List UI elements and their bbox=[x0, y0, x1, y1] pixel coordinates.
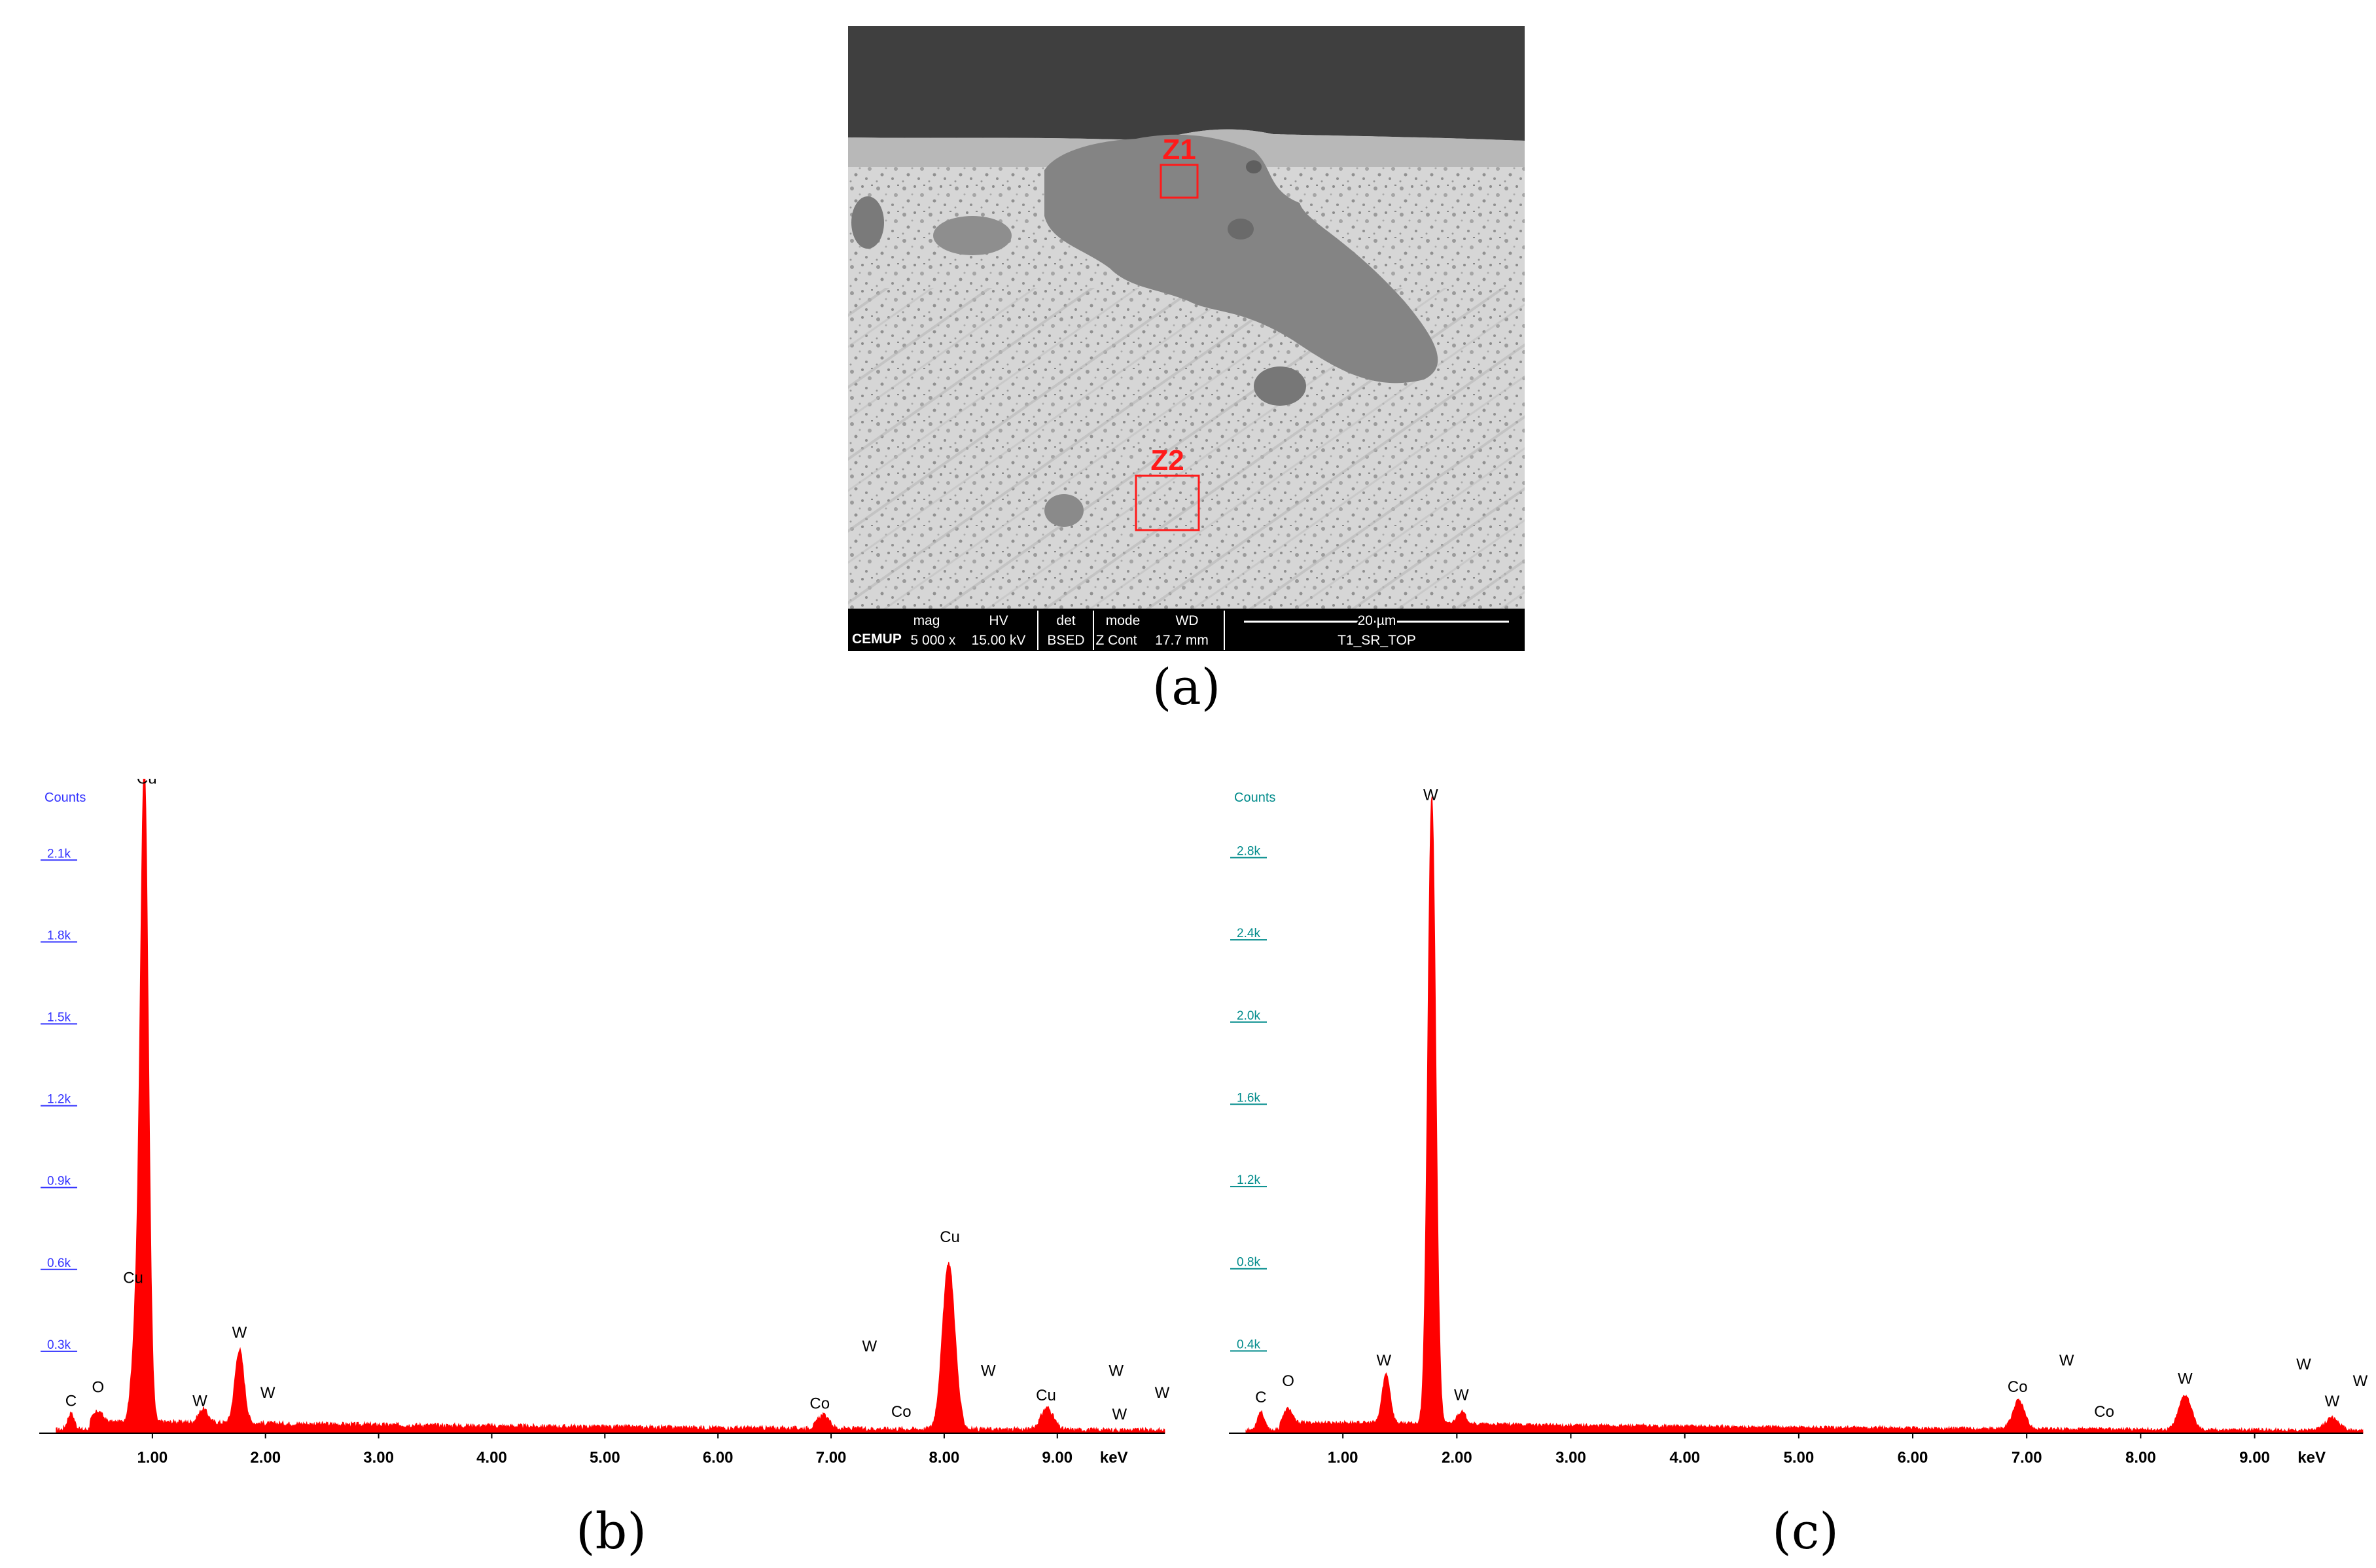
x-tick-label: 5.00 bbox=[590, 1449, 620, 1467]
peak-label: Co bbox=[2094, 1403, 2114, 1421]
x-tick-label: 1.00 bbox=[137, 1449, 168, 1467]
caption-b: (b) bbox=[576, 1502, 647, 1560]
zone-z1-label: Z1 bbox=[1162, 134, 1196, 166]
databar-header-wd: WD bbox=[1176, 613, 1199, 628]
peak-label: W bbox=[1454, 1387, 1469, 1404]
eds-spectrum-b: Counts 0.3k 0.6k 0.9k 1.2k 1.5k 1.8k 2.1k 1.00 2.… bbox=[39, 779, 1170, 1467]
x-tick-label: 4.00 bbox=[1669, 1449, 1700, 1467]
databar-value-mode: Z Cont bbox=[1095, 633, 1137, 648]
x-tick-label: 9.00 bbox=[2239, 1449, 2270, 1467]
peak-label: Co bbox=[891, 1403, 912, 1421]
peak-label: W bbox=[981, 1362, 996, 1380]
x-tick-label: 1.00 bbox=[1328, 1449, 1358, 1467]
peak-label: W bbox=[1155, 1384, 1170, 1402]
spectrum-area bbox=[56, 779, 1165, 1434]
zone-z2-box bbox=[1135, 474, 1200, 531]
databar-header-mode: mode bbox=[1106, 613, 1141, 628]
y-tick-label: 2.8k bbox=[1237, 845, 1260, 859]
y-tick-label: 1.6k bbox=[1237, 1091, 1260, 1105]
y-tick-label: 1.8k bbox=[47, 929, 71, 942]
peak-label: Cu bbox=[123, 1270, 143, 1287]
peak-label: C bbox=[65, 1392, 77, 1410]
databar-value-det: BSED bbox=[1047, 633, 1084, 648]
peak-label: W bbox=[2059, 1351, 2074, 1369]
y-tick-label: 0.3k bbox=[47, 1338, 71, 1352]
spectrum-area bbox=[1245, 796, 2364, 1434]
x-tick-label: 7.00 bbox=[816, 1449, 847, 1467]
peak-label: W bbox=[1108, 1362, 1124, 1380]
y-tick-label: 2.4k bbox=[1237, 927, 1260, 940]
x-tick-label: 2.00 bbox=[1442, 1449, 1472, 1467]
x-tick-label: 4.00 bbox=[476, 1449, 507, 1467]
x-tick-label: 6.00 bbox=[703, 1449, 734, 1467]
peak-label: W bbox=[2353, 1372, 2368, 1390]
sem-databar: CEMUP mag HV det mode WD 5 000 x 15.00 k… bbox=[848, 609, 1525, 651]
databar-value-wd: 17.7 mm bbox=[1155, 633, 1209, 648]
x-axis-title: keV bbox=[1100, 1449, 1128, 1467]
x-tick-label: 2.00 bbox=[250, 1449, 281, 1467]
x-tick-label: 3.00 bbox=[363, 1449, 394, 1467]
peak-label: W bbox=[2178, 1370, 2193, 1388]
peak-label: W bbox=[1377, 1351, 1392, 1369]
peak-label: W bbox=[260, 1384, 275, 1402]
peak-label: O bbox=[92, 1378, 105, 1396]
y-axis-title: Counts bbox=[44, 791, 86, 805]
eds-spectrum-c: Counts 0.4k 0.8k 1.2k 1.6k 2.0k 2.4k 2.8k 1.00 2.… bbox=[1229, 787, 2368, 1467]
x-tick-label: 6.00 bbox=[1898, 1449, 1928, 1467]
copper-deposit-region bbox=[1044, 134, 1438, 383]
y-axis-title: Counts bbox=[1234, 791, 1275, 805]
y-tick-label: 2.0k bbox=[1237, 1009, 1260, 1023]
x-tick-label: 5.00 bbox=[1783, 1449, 1814, 1467]
sample-label: T1_SR_TOP bbox=[1338, 633, 1416, 648]
databar-value-hv: 15.00 kV bbox=[972, 633, 1026, 648]
x-tick-label: 8.00 bbox=[2125, 1449, 2156, 1467]
scale-bar-label: 20 µm bbox=[1358, 613, 1396, 628]
databar-header-mag: mag bbox=[913, 613, 940, 628]
y-tick-label: 0.9k bbox=[47, 1175, 71, 1188]
peak-label: W bbox=[192, 1392, 207, 1410]
peak-label: Cu bbox=[940, 1228, 960, 1246]
y-tick-label: 1.5k bbox=[47, 1010, 71, 1024]
zone-z2-label: Z2 bbox=[1150, 444, 1184, 476]
peak-label: C bbox=[1255, 1389, 1266, 1406]
caption-c: (c) bbox=[1772, 1502, 1839, 1560]
peak-label: Co bbox=[809, 1395, 830, 1412]
x-tick-label: 7.00 bbox=[2012, 1449, 2042, 1467]
databar-header-hv: HV bbox=[989, 613, 1008, 628]
y-tick-label: 0.6k bbox=[47, 1256, 71, 1270]
x-tick-label: 9.00 bbox=[1042, 1449, 1073, 1467]
y-tick-label: 0.4k bbox=[1237, 1338, 1260, 1351]
sem-micrograph: Z1 Z2 CEMUP mag HV det mode WD 5 000 x 1… bbox=[848, 26, 1525, 651]
peak-label: W bbox=[1112, 1406, 1127, 1423]
peak-label: W bbox=[1423, 787, 1438, 804]
x-tick-label: 8.00 bbox=[929, 1449, 960, 1467]
peak-label: Cu bbox=[1036, 1387, 1056, 1404]
peak-label: O bbox=[1282, 1372, 1294, 1390]
databar-brand: CEMUP bbox=[852, 632, 902, 647]
peak-label: W bbox=[232, 1324, 247, 1342]
zone-z1-box bbox=[1160, 164, 1199, 199]
databar-header-det: det bbox=[1056, 613, 1075, 628]
peak-label: W bbox=[2325, 1393, 2340, 1410]
peak-label: W bbox=[862, 1338, 877, 1355]
y-tick-label: 0.8k bbox=[1237, 1256, 1260, 1270]
databar-value-mag: 5 000 x bbox=[911, 633, 956, 648]
peak-label: W bbox=[2296, 1356, 2311, 1374]
x-axis-title: keV bbox=[2297, 1449, 2326, 1467]
y-tick-label: 1.2k bbox=[1237, 1173, 1260, 1187]
mount-resin-region bbox=[848, 26, 1525, 141]
peak-label: Cu bbox=[137, 779, 157, 787]
y-tick-label: 1.2k bbox=[47, 1093, 71, 1107]
y-tick-label: 2.1k bbox=[47, 847, 71, 861]
peak-label: Co bbox=[2008, 1378, 2028, 1396]
x-tick-label: 3.00 bbox=[1555, 1449, 1586, 1467]
caption-a: (a) bbox=[1152, 658, 1221, 716]
